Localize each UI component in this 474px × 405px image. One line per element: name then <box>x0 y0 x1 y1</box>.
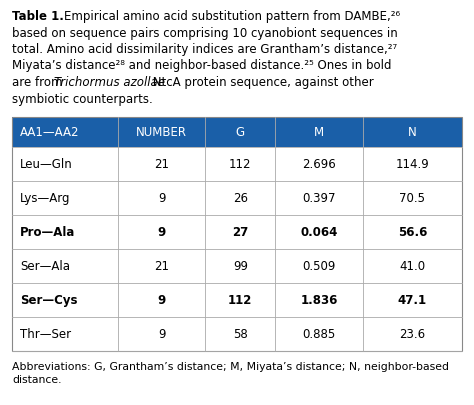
Text: 2.696: 2.696 <box>302 158 336 171</box>
Text: 0.509: 0.509 <box>302 260 336 273</box>
Text: Pro—Ala: Pro—Ala <box>20 226 75 239</box>
Text: 21: 21 <box>154 260 169 273</box>
Text: 9: 9 <box>157 226 166 239</box>
Text: 70.5: 70.5 <box>400 192 426 205</box>
Text: Table 1.: Table 1. <box>12 10 64 23</box>
Text: Trichormus azollae: Trichormus azollae <box>54 76 165 89</box>
Text: 99: 99 <box>233 260 248 273</box>
Text: 41.0: 41.0 <box>400 260 426 273</box>
Text: 47.1: 47.1 <box>398 294 427 307</box>
Text: symbiotic counterparts.: symbiotic counterparts. <box>12 92 153 105</box>
Text: 9: 9 <box>157 294 166 307</box>
Bar <box>12 118 462 351</box>
Text: are from: are from <box>12 76 66 89</box>
Text: distance.: distance. <box>12 374 62 384</box>
Text: 26: 26 <box>233 192 248 205</box>
Bar <box>12 148 462 181</box>
Text: NUMBER: NUMBER <box>136 126 187 139</box>
Text: 0.064: 0.064 <box>301 226 338 239</box>
Text: N: N <box>408 126 417 139</box>
Bar <box>12 249 462 284</box>
Text: M: M <box>314 126 324 139</box>
Text: Ser—Ala: Ser—Ala <box>20 260 70 273</box>
Text: 1.836: 1.836 <box>301 294 338 307</box>
Text: 112: 112 <box>229 158 252 171</box>
Text: 27: 27 <box>232 226 248 239</box>
Text: 112: 112 <box>228 294 253 307</box>
Text: 23.6: 23.6 <box>400 328 426 341</box>
Text: NtcA protein sequence, against other: NtcA protein sequence, against other <box>149 76 374 89</box>
Text: Thr—Ser: Thr—Ser <box>20 328 71 341</box>
Text: 21: 21 <box>154 158 169 171</box>
Text: G: G <box>236 126 245 139</box>
Text: 114.9: 114.9 <box>396 158 429 171</box>
Bar <box>12 284 462 317</box>
Text: 58: 58 <box>233 328 248 341</box>
Text: Miyata’s distance²⁸ and neighbor-based distance.²⁵ Ones in bold: Miyata’s distance²⁸ and neighbor-based d… <box>12 60 392 72</box>
Bar <box>12 317 462 351</box>
Text: total. Amino acid dissimilarity indices are Grantham’s distance,²⁷: total. Amino acid dissimilarity indices … <box>12 43 397 56</box>
Text: 56.6: 56.6 <box>398 226 427 239</box>
Text: Lys—Arg: Lys—Arg <box>20 192 71 205</box>
Text: 0.397: 0.397 <box>302 192 336 205</box>
Text: based on sequence pairs comprising 10 cyanobiont sequences in: based on sequence pairs comprising 10 cy… <box>12 26 398 39</box>
Bar <box>12 181 462 215</box>
Text: Abbreviations: G, Grantham’s distance; M, Miyata’s distance; N, neighbor-based: Abbreviations: G, Grantham’s distance; M… <box>12 361 449 371</box>
Text: Empirical amino acid substitution pattern from DAMBE,²⁶: Empirical amino acid substitution patter… <box>64 10 400 23</box>
Text: Ser—Cys: Ser—Cys <box>20 294 78 307</box>
Text: 9: 9 <box>158 192 165 205</box>
Bar <box>12 118 462 148</box>
Bar <box>12 215 462 249</box>
Text: Leu—Gln: Leu—Gln <box>20 158 73 171</box>
Text: AA1—AA2: AA1—AA2 <box>20 126 80 139</box>
Text: 9: 9 <box>158 328 165 341</box>
Text: 0.885: 0.885 <box>302 328 336 341</box>
